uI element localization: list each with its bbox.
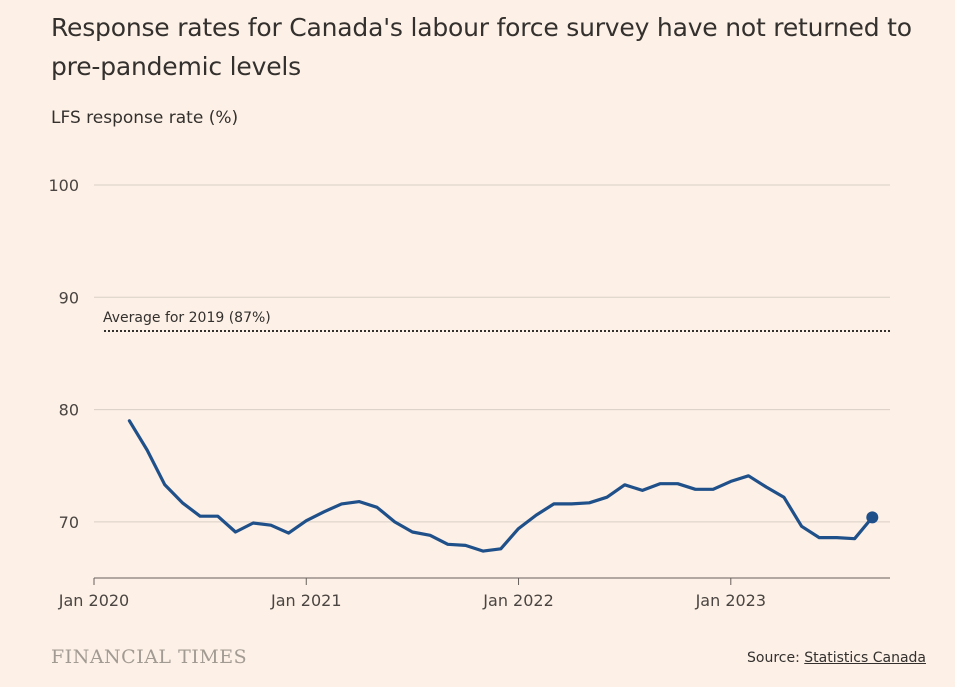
x-tick-label-2022: Jan 2022 <box>482 591 553 610</box>
x-tick-label-2020: Jan 2020 <box>58 591 129 610</box>
source-note: Source: Statistics Canada <box>747 650 926 666</box>
latest-data-point <box>866 511 879 524</box>
chart-title: Response rates for Canada's labour force… <box>51 13 912 81</box>
y-tick-label-70: 70 <box>59 513 79 532</box>
y-tick-label-100: 100 <box>48 176 79 195</box>
reference-line-label: Average for 2019 (87%) <box>103 310 271 326</box>
x-tick-label-2023: Jan 2023 <box>695 591 766 610</box>
y-tick-label-80: 80 <box>59 401 79 420</box>
source-link[interactable]: Statistics Canada <box>804 650 926 666</box>
y-axis-label: LFS response rate (%) <box>51 108 239 128</box>
series-line-response-rate <box>127 419 874 553</box>
y-tick-label-90: 90 <box>59 288 79 307</box>
source-prefix: Source: <box>747 650 805 666</box>
ft-logo: FINANCIAL TIMES <box>51 646 248 668</box>
x-tick-label-2021: Jan 2021 <box>270 591 341 610</box>
